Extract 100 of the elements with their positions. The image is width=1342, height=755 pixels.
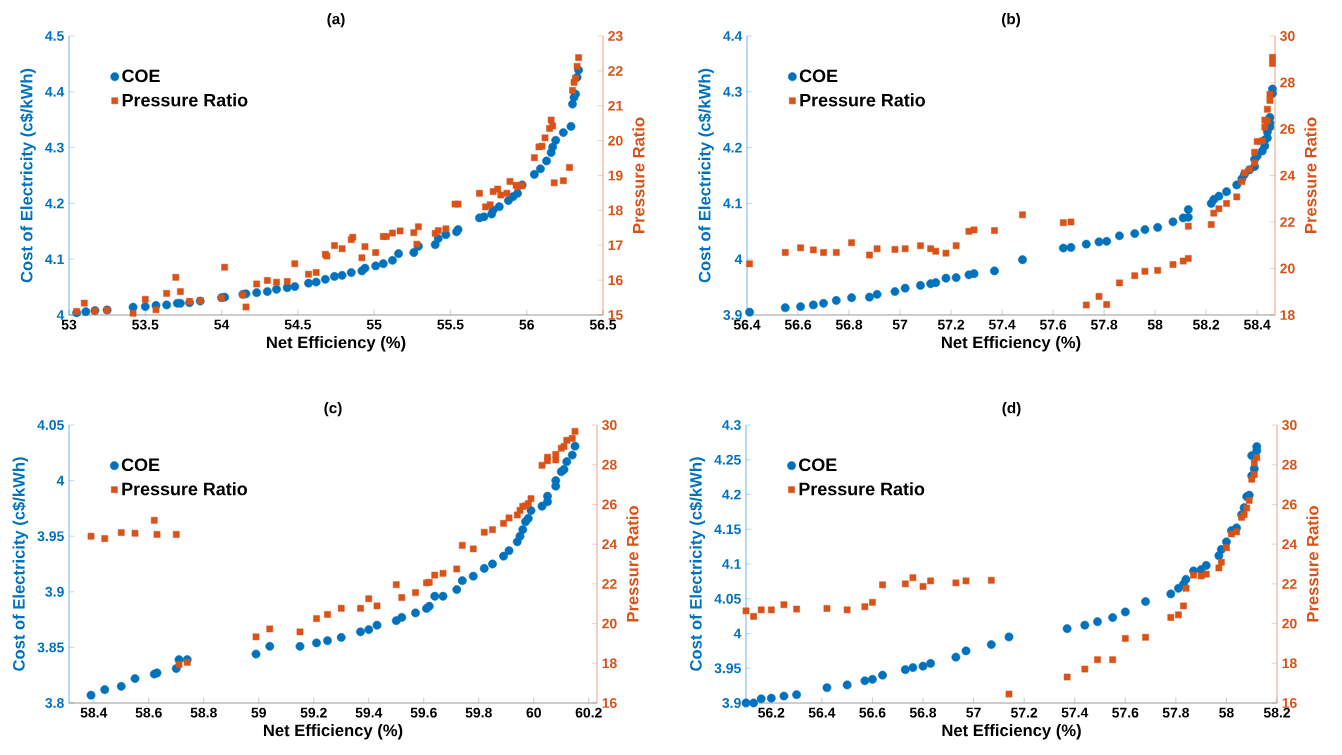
chart-title: (c) xyxy=(324,402,342,417)
chart-title: (a) xyxy=(327,13,345,28)
y2-tick-label: 26 xyxy=(602,499,617,510)
y2-axis-title: Pressure Ratio xyxy=(1306,506,1319,622)
x-tick-label: 57.8 xyxy=(1162,707,1189,718)
x-tick-label: 57.2 xyxy=(1011,707,1038,718)
y-tick-label: 4.05 xyxy=(714,593,741,604)
x-tick-label: 58.2 xyxy=(1193,319,1220,330)
y2-tick-label: 22 xyxy=(1282,579,1297,589)
y-tick-label: 3.9 xyxy=(45,586,64,597)
y2-tick-label: 22 xyxy=(602,579,617,589)
y2-tick-label: 30 xyxy=(1280,31,1295,41)
x-tick-label: 57.8 xyxy=(1090,319,1118,330)
y2-axis-title: Pressure Ratio xyxy=(1304,117,1317,233)
y2-tick-label: 18 xyxy=(1280,310,1295,320)
x-tick-label: 56.8 xyxy=(835,319,863,330)
y-tick-label: 4.1 xyxy=(45,254,64,264)
y-tick-label: 3.8 xyxy=(45,698,64,708)
y2-tick-label: 24 xyxy=(1282,539,1298,550)
legend-label: COE xyxy=(122,69,160,83)
y2-tick-label: 16 xyxy=(602,698,617,708)
y2-tick-label: 19 xyxy=(608,170,623,181)
y2-tick-label: 30 xyxy=(602,420,617,430)
x-tick-label: 59.2 xyxy=(300,707,327,718)
y-tick-label: 3.95 xyxy=(37,531,64,542)
x-tick-label: 58.4 xyxy=(80,707,108,718)
y2-tick-label: 15 xyxy=(608,310,623,320)
x-tick-label: 57.6 xyxy=(1112,707,1139,718)
y-axis-title: Cost of Electricity (c$/kWh) xyxy=(12,457,29,671)
x-tick-label: 57 xyxy=(892,319,908,330)
y2-tick-label: 20 xyxy=(1282,618,1297,629)
y-tick-label: 4.4 xyxy=(723,31,743,41)
y-tick-label: 4.2 xyxy=(722,489,741,500)
y-tick-label: 4.15 xyxy=(714,524,741,535)
y2-tick-label: 24 xyxy=(602,539,618,550)
y-tick-label: 4.5 xyxy=(45,31,64,41)
y-tick-label: 4.05 xyxy=(37,420,64,430)
x-tick-label: 58.6 xyxy=(135,707,162,718)
x-tick-label: 58.2 xyxy=(1263,707,1291,718)
y-axis-title: Cost of Electricity (c$/kWh) xyxy=(689,457,706,671)
x-tick-label: 53.5 xyxy=(132,319,159,330)
x-tick-label: 56 xyxy=(519,319,534,330)
x-tick-label: 56.6 xyxy=(859,707,886,718)
x-tick-label: 56.4 xyxy=(808,707,836,718)
y-tick-label: 4.2 xyxy=(45,198,64,209)
y2-tick-label: 18 xyxy=(1282,658,1297,669)
y-tick-label: 4 xyxy=(56,310,65,320)
y-tick-label: 4.1 xyxy=(722,559,741,569)
y-tick-label: 4.3 xyxy=(722,420,741,430)
x-tick-label: 53 xyxy=(61,319,77,330)
y-tick-label: 4 xyxy=(56,475,65,486)
y-axis-title: Cost of Electricity (c$/kWh) xyxy=(698,68,714,283)
y2-tick-label: 28 xyxy=(602,459,617,470)
y2-tick-label: 17 xyxy=(608,240,623,251)
y2-axis-title: Pressure Ratio xyxy=(626,506,639,622)
y-tick-label: 4.1 xyxy=(723,198,742,209)
y2-tick-label: 20 xyxy=(608,135,623,146)
legend-label: Pressure Ratio xyxy=(799,482,925,496)
y2-tick-label: 26 xyxy=(1280,124,1295,134)
y-tick-label: 4.4 xyxy=(45,87,65,97)
y-tick-label: 4 xyxy=(734,254,743,264)
x-tick-label: 55.5 xyxy=(437,319,464,330)
legend-label: COE xyxy=(799,69,838,83)
x-tick-label: 57.6 xyxy=(1039,319,1067,330)
x-tick-label: 60 xyxy=(526,707,541,718)
y2-tick-label: 18 xyxy=(602,658,617,669)
x-tick-label: 59 xyxy=(251,707,266,718)
x-tick-label: 58.8 xyxy=(190,707,217,718)
x-tick-label: 58 xyxy=(1219,707,1234,718)
chart-title: (d) xyxy=(1002,402,1021,417)
y-tick-label: 3.95 xyxy=(714,663,741,674)
y-tick-label: 4.3 xyxy=(723,86,742,97)
y2-tick-label: 26 xyxy=(1282,499,1297,510)
legend-label: COE xyxy=(121,458,160,472)
y2-tick-label: 21 xyxy=(608,100,623,111)
x-tick-label: 57.4 xyxy=(988,319,1016,330)
y-tick-label: 4 xyxy=(733,628,742,639)
y2-tick-label: 16 xyxy=(608,275,623,286)
x-tick-label: 56.2 xyxy=(758,707,785,718)
y-tick-label: 3.9 xyxy=(723,310,742,320)
y-tick-label: 4.3 xyxy=(45,142,64,153)
y2-tick-label: 20 xyxy=(602,618,617,629)
y-tick-label: 4.25 xyxy=(714,454,741,465)
y2-tick-label: 22 xyxy=(608,66,623,76)
x-tick-label: 57.4 xyxy=(1061,707,1089,718)
legend-label: COE xyxy=(799,458,837,472)
chart-title: (b) xyxy=(1002,13,1021,28)
y2-axis-title: Pressure Ratio xyxy=(632,117,645,233)
y2-tick-label: 24 xyxy=(1280,170,1296,181)
x-tick-label: 56.6 xyxy=(784,319,812,330)
y-tick-label: 4.2 xyxy=(723,142,742,153)
x-tick-label: 56.5 xyxy=(589,319,617,330)
legend-label: Pressure Ratio xyxy=(122,482,247,496)
x-tick-label: 57 xyxy=(966,707,981,718)
x-tick-label: 54.5 xyxy=(284,319,312,330)
x-tick-label: 54 xyxy=(214,319,230,330)
y2-tick-label: 18 xyxy=(608,205,623,216)
x-axis-title: Net Efficiency (%) xyxy=(263,724,403,740)
y2-tick-label: 22 xyxy=(1280,217,1295,227)
x-axis-title: Net Efficiency (%) xyxy=(942,724,1081,740)
